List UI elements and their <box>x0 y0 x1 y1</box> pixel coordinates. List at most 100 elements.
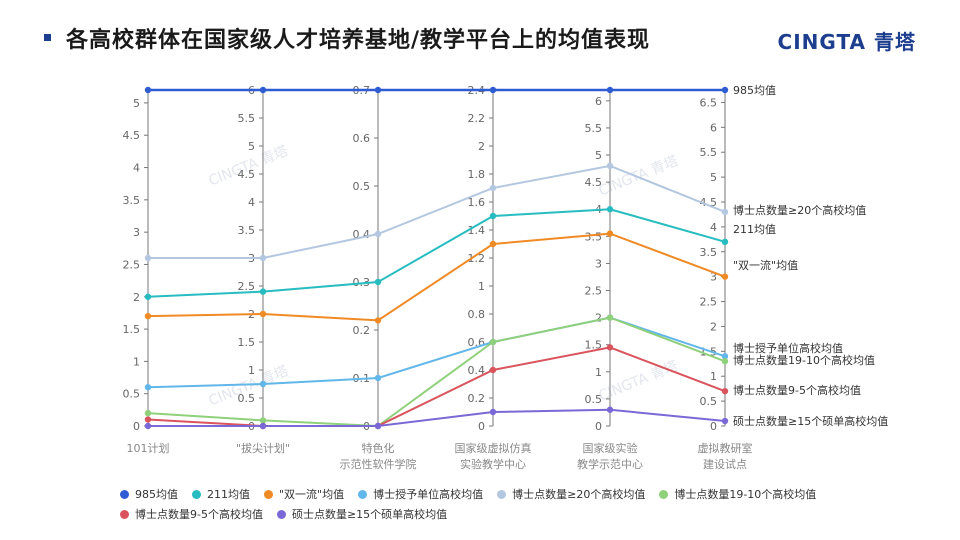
legend-dot <box>358 489 368 499</box>
tick-label: 5 <box>710 171 717 184</box>
series-line <box>147 346 726 427</box>
tick-label: 3 <box>710 271 717 284</box>
data-point <box>144 416 152 423</box>
data-point <box>259 417 267 424</box>
tick-label: 0 <box>478 420 485 433</box>
tick-label: 1 <box>248 364 255 377</box>
data-point <box>144 384 152 391</box>
title-marker <box>44 34 51 41</box>
tick-label: 3 <box>133 226 140 239</box>
data-point <box>144 422 152 430</box>
end-label: 985均值 <box>733 84 776 97</box>
tick-label: 6 <box>595 95 602 108</box>
data-point <box>259 310 267 318</box>
tick-label: 4.5 <box>585 176 603 189</box>
legend-label: 博士点数量9-5个高校均值 <box>135 508 263 521</box>
tick-label: 0.5 <box>585 393 603 406</box>
tick-label: 0.5 <box>353 180 371 193</box>
legend-item: 博士授予单位高校均值 <box>358 486 483 502</box>
tick-label: 3.5 <box>700 246 718 259</box>
legend-label: 博士授予单位高校均值 <box>373 488 484 501</box>
legend-item: 博士点数量19-10个高校均值 <box>659 486 816 502</box>
tick-label: 0.2 <box>468 392 486 405</box>
legend-dot <box>120 509 129 519</box>
tick-label: 1 <box>133 355 140 368</box>
tick-label: 2.5 <box>123 258 141 271</box>
series-line <box>147 316 726 428</box>
tick-label: 5 <box>133 97 140 110</box>
data-point <box>721 353 729 360</box>
legend-item: 博士点数量9-5个高校均值 <box>120 506 263 522</box>
watermark-text: CINGTA 青塔 <box>596 358 680 404</box>
data-point <box>721 417 729 425</box>
end-label: "双一流"均值 <box>733 258 798 272</box>
tick-label: 2 <box>595 312 602 325</box>
legend-dot <box>192 489 201 499</box>
legend-label: "双一流"均值 <box>279 488 345 501</box>
legend-label: 211均值 <box>207 488 250 501</box>
tick-label: 0.6 <box>353 132 371 145</box>
data-point <box>144 293 152 300</box>
data-point <box>606 314 614 321</box>
data-point <box>489 366 497 374</box>
data-point <box>259 422 267 430</box>
end-label: 211均值 <box>733 223 776 236</box>
tick-label: 0 <box>710 420 717 433</box>
legend-label: 硕士点数量≥15个硕单高校均值 <box>291 508 448 521</box>
data-point <box>489 212 497 220</box>
legend-dot <box>264 489 273 499</box>
axis-label: 虚拟教研室 <box>698 441 753 455</box>
tick-label: 2.5 <box>585 285 603 298</box>
axis-label: 特色化 <box>362 441 395 455</box>
tick-label: 3.5 <box>123 194 141 207</box>
data-point <box>144 86 152 94</box>
tick-label: 4 <box>710 221 717 234</box>
tick-label: 6.5 <box>700 96 718 109</box>
data-point <box>721 86 729 94</box>
legend: 985均值 211均值 "双一流"均值 博士授予单位高校均值 博士点数量≥20个高校均值… <box>120 486 900 526</box>
data-point <box>489 240 497 248</box>
header: 各高校群体在国家级人才培养基地/教学平台上的均值表现 CINGTA 青塔 <box>0 0 960 70</box>
legend-dot <box>120 489 129 499</box>
data-point <box>606 344 614 351</box>
data-point <box>259 380 267 388</box>
data-point <box>374 86 382 94</box>
axis-label: "拔尖计划" <box>236 441 290 455</box>
tick-label: 0 <box>133 420 140 433</box>
end-label: 博士点数量≥20个高校均值 <box>733 203 866 217</box>
legend-item: 硕士点数量≥15个硕单高校均值 <box>276 506 448 522</box>
tick-label: 3.5 <box>238 224 256 237</box>
axis-label: 实验教学中心 <box>460 457 526 471</box>
legend-item: "双一流"均值 <box>264 486 344 502</box>
data-point <box>259 254 267 262</box>
data-point <box>374 317 382 324</box>
end-label: 博士授予单位高校均值 <box>733 341 843 355</box>
data-point <box>259 86 267 94</box>
legend-item: 211均值 <box>192 486 250 502</box>
tick-label: 1 <box>595 366 602 379</box>
data-point <box>374 278 382 286</box>
tick-label: 4 <box>248 196 255 209</box>
axis-label: 建设试点 <box>703 457 747 471</box>
tick-label: 0.5 <box>700 395 718 408</box>
data-point <box>606 406 614 413</box>
data-point <box>489 338 497 346</box>
tick-label: 4.5 <box>123 129 141 142</box>
data-point <box>721 273 729 280</box>
legend-dot <box>659 489 669 499</box>
data-point <box>259 288 267 295</box>
data-point <box>489 184 497 192</box>
tick-label: 0.2 <box>353 324 371 337</box>
tick-label: 4.5 <box>238 168 256 181</box>
data-point <box>489 408 497 416</box>
data-point <box>606 230 614 237</box>
axis-label: 国家级实验 <box>583 441 638 455</box>
legend-label: 博士点数量≥20个高校均值 <box>512 488 646 501</box>
brand-logo: CINGTA 青塔 <box>777 30 916 54</box>
tick-label: 1.5 <box>123 323 141 336</box>
legend-item: 博士点数量≥20个高校均值 <box>497 486 645 502</box>
axis-label: 教学示范中心 <box>577 457 643 471</box>
legend-dot <box>497 489 507 499</box>
tick-label: 4 <box>133 162 140 175</box>
data-point <box>721 208 729 216</box>
